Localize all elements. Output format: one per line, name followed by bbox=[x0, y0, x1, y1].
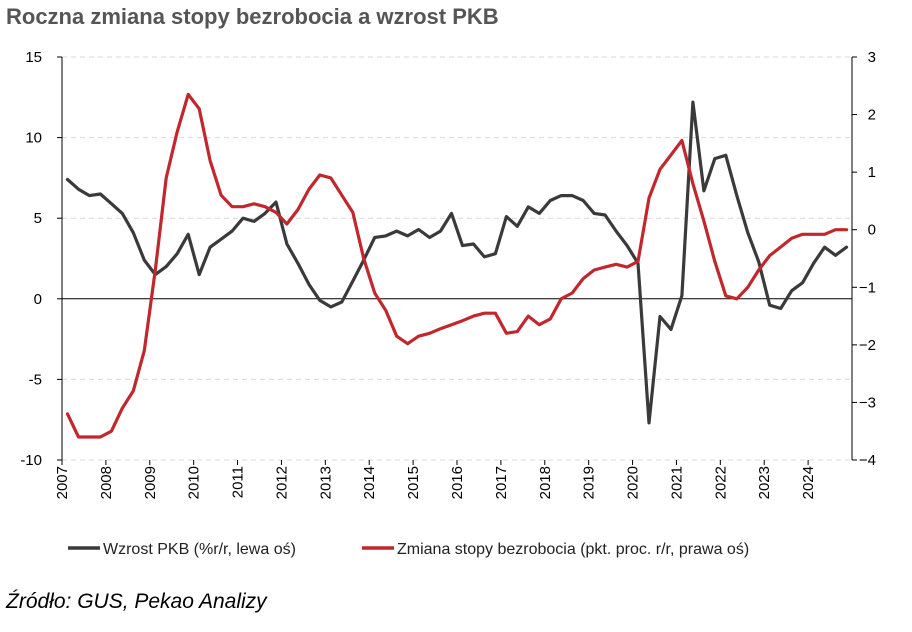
x-tick-label: 2013 bbox=[317, 466, 334, 499]
right-tick-label: −2 bbox=[859, 337, 876, 354]
x-tick-label: 2019 bbox=[581, 466, 598, 499]
source-note: Źródło: GUS, Pekao Analizy bbox=[6, 590, 267, 613]
left-tick-label: 10 bbox=[25, 130, 42, 147]
x-tick-label: 2012 bbox=[273, 466, 290, 499]
x-tick-label: 2011 bbox=[230, 466, 247, 498]
x-tick-label: 2008 bbox=[98, 466, 115, 499]
chart-title: Roczna zmiana stopy bezrobocia a wzrost … bbox=[6, 4, 499, 29]
x-tick-label: 2009 bbox=[142, 466, 159, 499]
x-tick-label: 2015 bbox=[405, 466, 422, 499]
legend: Wzrost PKB (%r/r, lewa oś) Zmiana stopy b… bbox=[68, 541, 749, 558]
right-tick-label: −3 bbox=[859, 394, 876, 411]
right-tick-label: −4 bbox=[859, 452, 876, 469]
x-tick-label: 2018 bbox=[537, 466, 554, 499]
axes bbox=[57, 56, 857, 465]
left-axis-ticks: 15 10 5 0 -5 -10 bbox=[20, 49, 42, 469]
x-tick-label: 2016 bbox=[449, 466, 466, 499]
legend-label-unemployment: Zmiana stopy bezrobocia (pkt. proc. r/r,… bbox=[397, 541, 749, 558]
x-tick-label: 2023 bbox=[756, 466, 773, 499]
x-tick-label: 2024 bbox=[800, 466, 817, 499]
legend-label-gdp: Wzrost PKB (%r/r, lewa oś) bbox=[103, 541, 296, 558]
left-tick-label: -5 bbox=[29, 371, 42, 388]
x-tick-label: 2020 bbox=[625, 466, 642, 499]
left-tick-label: 0 bbox=[34, 291, 42, 308]
right-tick-label: −1 bbox=[859, 279, 876, 296]
x-tick-label: 2017 bbox=[493, 466, 510, 499]
x-tick-label: 2007 bbox=[54, 466, 71, 499]
gdp-growth-line bbox=[65, 100, 849, 425]
x-tick-label: 2014 bbox=[361, 466, 378, 499]
left-tick-label: -10 bbox=[20, 452, 42, 469]
series-lines bbox=[65, 92, 849, 439]
unemployment-change-line bbox=[65, 92, 849, 439]
right-tick-label: 1 bbox=[868, 164, 876, 181]
x-tick-label: 2022 bbox=[712, 466, 729, 499]
left-tick-label: 15 bbox=[25, 49, 42, 66]
left-tick-label: 5 bbox=[34, 210, 42, 227]
right-tick-label: 2 bbox=[868, 107, 876, 124]
right-tick-label: 3 bbox=[868, 49, 876, 66]
x-tick-label: 2010 bbox=[186, 466, 203, 499]
right-axis-ticks: 3 2 1 0 −1 −2 −3 −4 bbox=[859, 49, 876, 469]
x-tick-label: 2021 bbox=[668, 466, 685, 499]
x-axis-ticks: 2007 2008 2009 2010 2011 2012 2013 2014 2015 2016… bbox=[54, 466, 817, 499]
right-tick-label: 0 bbox=[868, 222, 876, 239]
